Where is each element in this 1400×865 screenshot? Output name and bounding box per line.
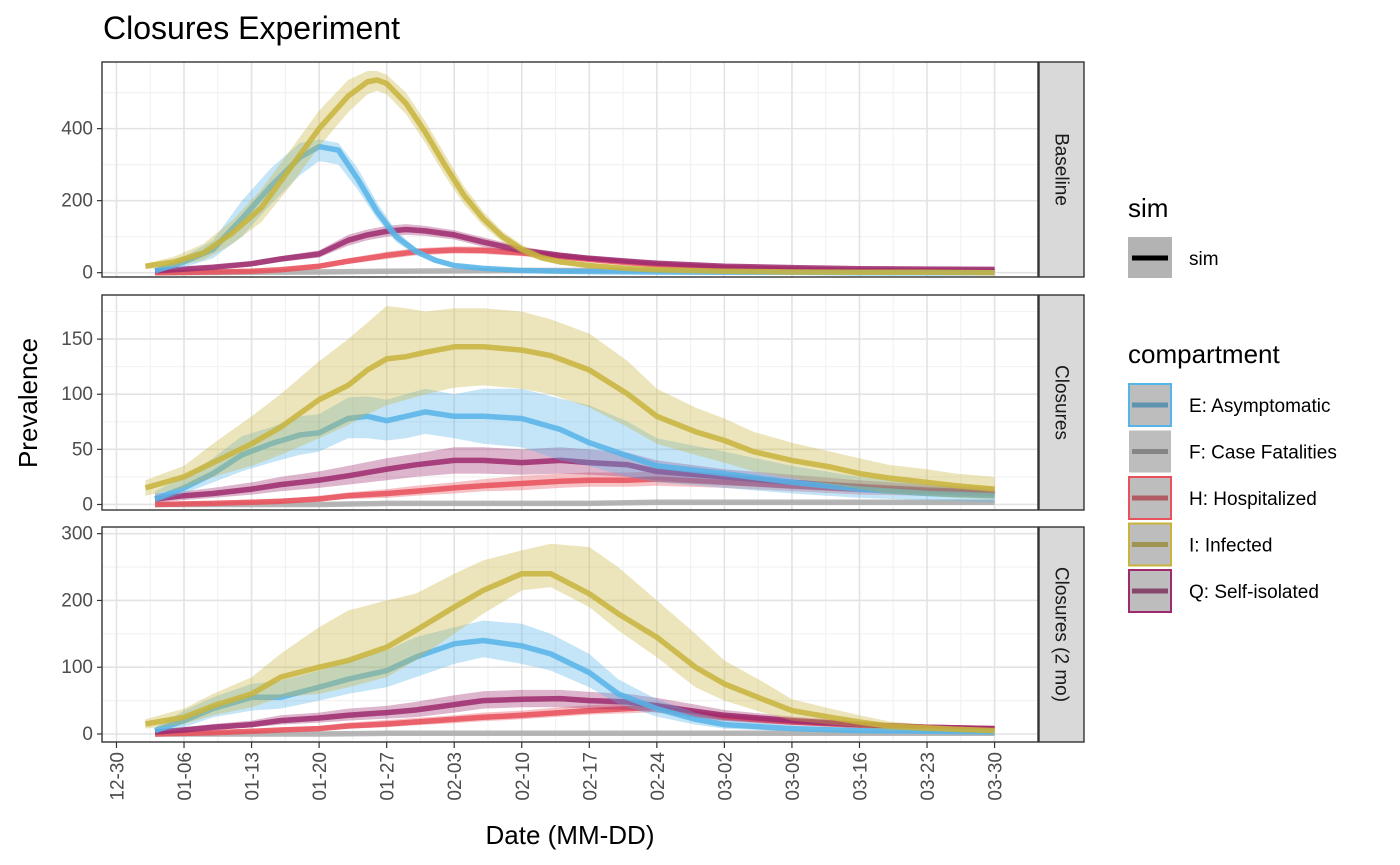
- x-tick-label: 03-02: [715, 752, 736, 801]
- legend-title-sim: sim: [1128, 193, 1168, 223]
- y-tick-label: 0: [82, 494, 93, 515]
- x-axis: 12-30 01-06 01-13 01-20 01-27 02-03 02-10 02-17…: [107, 742, 1007, 801]
- x-tick-label: 03-30: [986, 752, 1007, 801]
- y-tick-label: 400: [61, 119, 93, 140]
- y-tick-label: 200: [61, 191, 93, 212]
- y-tick-label: 150: [61, 329, 93, 350]
- y-tick-label: 50: [72, 439, 93, 460]
- x-axis-title: Date (MM-DD): [486, 820, 655, 850]
- y-axis-title: Prevalence: [13, 338, 43, 468]
- ribbon-E: [155, 620, 995, 734]
- y-tick-label: 0: [82, 263, 93, 284]
- legend-label: E: Asymptomatic: [1189, 396, 1331, 417]
- strip-label: Baseline: [1051, 133, 1072, 206]
- legend-label-sim: sim: [1189, 249, 1219, 270]
- x-tick-label: 03-16: [850, 752, 871, 801]
- legend: sim sim compartment E: Asymptomatic F: Case …: [1128, 193, 1337, 613]
- ribbon-I: [145, 306, 995, 499]
- x-tick-label: 03-23: [918, 752, 939, 801]
- strip-label: Closures (2 mo): [1051, 567, 1072, 702]
- x-tick-label: 12-30: [107, 752, 128, 801]
- series-line-F: [155, 499, 995, 508]
- y-tick-label: 300: [61, 524, 93, 545]
- strip-background: [1038, 294, 1085, 511]
- y-tick-label: 0: [82, 724, 93, 745]
- series-line-E: [154, 409, 995, 502]
- legend-label: F: Case Fatalities: [1189, 443, 1337, 464]
- y-tick-label: 100: [61, 384, 93, 405]
- x-tick-label: 01-27: [378, 752, 399, 801]
- legend-label: Q: Self-isolated: [1189, 582, 1319, 603]
- legend-label: I: Infected: [1189, 536, 1272, 557]
- legend-label: H: Hospitalized: [1189, 489, 1317, 510]
- series-line-I: [144, 344, 995, 492]
- series-line-E: [154, 637, 995, 735]
- x-tick-label: 02-10: [513, 752, 534, 801]
- facet-panel-0: 0 200 400 Baseline: [61, 61, 1085, 284]
- x-tick-label: 02-03: [445, 752, 466, 801]
- facet-panel-2: 0 100 200 300 Closures (2 mo): [61, 524, 1085, 745]
- x-tick-label: 02-17: [580, 752, 601, 801]
- panel-background: [102, 527, 1038, 742]
- panel-border: [101, 294, 1039, 511]
- facet-panels: 0 200 400 Baseline 0 50 100 150 Closures 0 100 200 3…: [61, 61, 1085, 745]
- y-tick-label: 200: [61, 590, 93, 611]
- x-tick-label: 03-09: [783, 752, 804, 801]
- series-line-I: [144, 570, 995, 734]
- series-line-Q: [154, 226, 995, 274]
- strip-background: [1038, 526, 1085, 743]
- x-tick-label: 01-20: [310, 752, 331, 801]
- panel-border: [101, 61, 1039, 278]
- x-tick-label: 01-13: [243, 752, 264, 801]
- series-line-I: [144, 77, 995, 276]
- panel-border: [101, 526, 1039, 743]
- facet-panel-1: 0 50 100 150 Closures: [61, 294, 1085, 515]
- ribbon-Q: [155, 447, 995, 503]
- panel-background: [102, 295, 1038, 510]
- series-line-Q: [154, 695, 995, 735]
- series-line-H: [155, 476, 995, 508]
- x-tick-label: 01-06: [175, 752, 196, 801]
- y-tick-label: 100: [61, 657, 93, 678]
- x-tick-label: 02-24: [648, 752, 669, 801]
- strip-background: [1038, 61, 1085, 278]
- legend-title-compartment: compartment: [1128, 339, 1280, 369]
- strip-label: Closures: [1051, 365, 1072, 440]
- chart-title: Closures Experiment: [103, 10, 400, 46]
- panel-background: [102, 62, 1038, 277]
